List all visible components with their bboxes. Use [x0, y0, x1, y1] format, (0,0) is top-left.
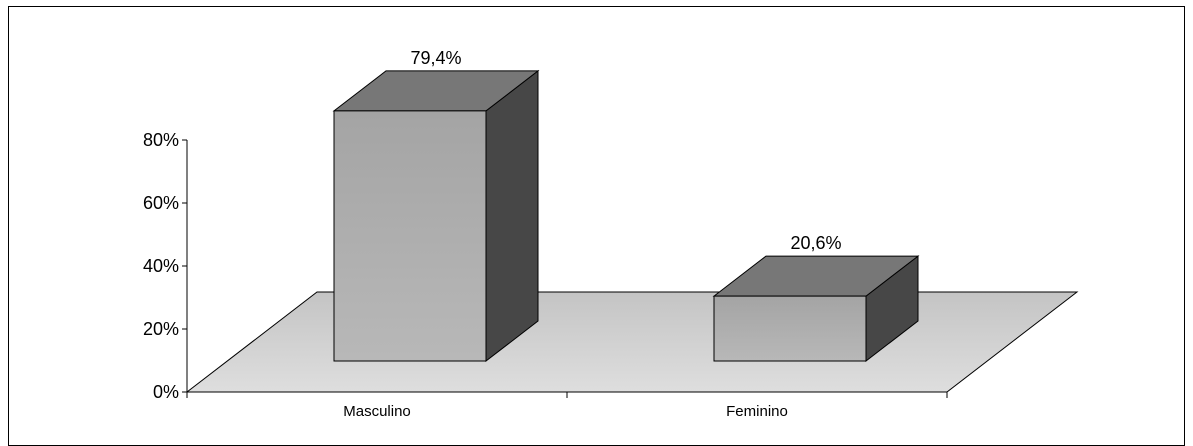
bar-chart-3d: 0% 20% 40% 60% 80% Masculino Feminino 79,4% 20,…	[143, 48, 1079, 420]
y-tick-label: 80%	[143, 130, 179, 150]
bar-masculino	[332, 69, 540, 363]
y-tick-label: 60%	[143, 193, 179, 213]
floor-plane	[185, 291, 1079, 393]
y-tick-label: 0%	[153, 382, 179, 402]
bar-side-face	[485, 69, 539, 363]
x-tick-label: Masculino	[343, 403, 411, 420]
bar-front-face	[713, 295, 867, 362]
x-tick-label: Feminino	[726, 403, 788, 420]
data-label: 79,4%	[410, 48, 461, 68]
y-tick-label: 20%	[143, 319, 179, 339]
bar-front-face	[333, 110, 487, 362]
y-tick-label: 40%	[143, 256, 179, 276]
bar-feminino	[712, 255, 920, 363]
data-label: 20,6%	[790, 233, 841, 253]
